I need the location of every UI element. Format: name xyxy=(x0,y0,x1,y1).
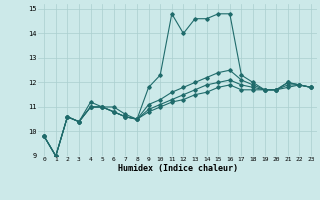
X-axis label: Humidex (Indice chaleur): Humidex (Indice chaleur) xyxy=(118,164,238,173)
